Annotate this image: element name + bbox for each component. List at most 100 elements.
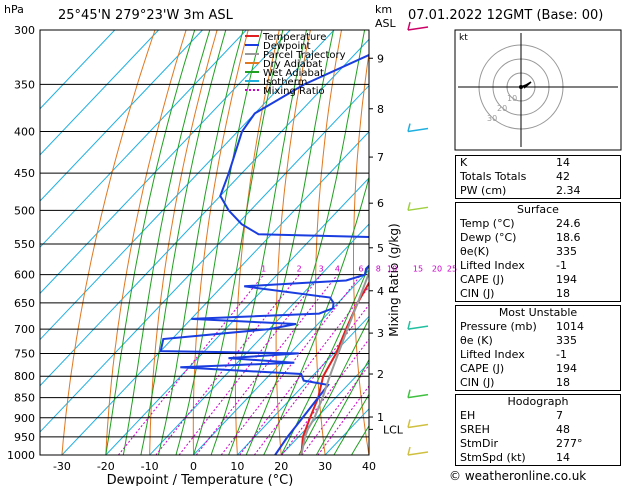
pressure-tick-label: 500 <box>14 204 35 217</box>
isotherm-line <box>40 30 247 248</box>
index-row: CAPE (J) 194 <box>456 273 620 287</box>
legend-label: Temperature <box>262 32 326 43</box>
pressure-tick-label: 300 <box>14 24 35 37</box>
lcl-label: LCL <box>383 423 404 436</box>
index-value: 18 <box>556 287 570 300</box>
index-label: EH <box>460 409 476 422</box>
mixing-ratio-tick-label: 8 <box>376 265 381 274</box>
legend-label: Dewpoint <box>263 41 311 52</box>
index-label: θe (K) <box>460 334 493 347</box>
isotherm-line <box>40 30 116 110</box>
pressure-tick-label: 950 <box>14 431 35 444</box>
index-label: Lifted Index <box>460 259 525 272</box>
temperature-tick-label: -30 <box>53 460 71 473</box>
x-axis-title: Dewpoint / Temperature (°C) <box>107 473 294 486</box>
plot-frame <box>39 29 370 456</box>
index-label: StmDir <box>460 437 499 450</box>
index-label: Lifted Index <box>460 348 525 361</box>
index-value: 194 <box>556 362 577 375</box>
asl-label: ASL <box>375 17 397 30</box>
index-row: EH 7 <box>456 409 620 423</box>
hodograph-ring-label: 20 <box>497 104 507 113</box>
index-row: θe (K) 335 <box>456 334 620 348</box>
km-tick-label: 3 <box>377 327 384 340</box>
index-row: Dewp (°C) 18.6 <box>456 231 620 245</box>
index-value: 7 <box>556 409 563 422</box>
dry-adiabat-line <box>61 30 156 455</box>
pressure-tick-label: 550 <box>14 238 35 251</box>
pressure-tick-label: 900 <box>14 412 35 425</box>
index-value: 48 <box>556 423 570 436</box>
wet-adiabat-line <box>298 317 369 455</box>
index-value: 14 <box>556 156 570 169</box>
wet-adiabat-line <box>157 30 244 455</box>
index-row: CAPE (J) 194 <box>456 362 620 376</box>
index-row: Lifted Index -1 <box>456 259 620 273</box>
mixing-ratio-line <box>195 274 338 455</box>
index-row: StmSpd (kt) 14 <box>456 451 620 465</box>
temperature-tick-label: 40 <box>362 460 376 473</box>
hodograph-trace <box>520 81 532 89</box>
dry-adiabat-line <box>621 30 629 455</box>
wind-barb <box>407 423 429 429</box>
mixing-ratio-line <box>220 274 362 455</box>
index-value: -1 <box>556 348 567 361</box>
index-label: θe(K) <box>460 245 490 258</box>
index-value: 14 <box>556 451 570 464</box>
wet-adiabat-line <box>315 358 369 455</box>
km-tick-label: 6 <box>377 197 384 210</box>
index-label: Dewp (°C) <box>460 231 517 244</box>
index-row: CIN (J) 18 <box>456 376 620 390</box>
index-label: PW (cm) <box>460 184 507 197</box>
mixing-ratio-line <box>239 285 369 455</box>
mixing-ratio-tick-label: 6 <box>358 265 363 274</box>
index-row: StmDir 277° <box>456 437 620 451</box>
index-label: CAPE (J) <box>460 362 505 375</box>
dry-adiabat-line <box>192 30 249 455</box>
legend-label: Isotherm <box>263 77 307 88</box>
index-label: CIN (J) <box>460 376 495 389</box>
indices-box: K 14 Totals Totals 42 PW (cm) 2.34 <box>455 155 621 199</box>
hodograph-box: Hodograph EH 7 SREH 48 StmDir 277° StmSpd (kt)… <box>455 394 621 466</box>
hodograph-unit-label: kt <box>459 33 468 43</box>
wind-barb-flag <box>407 419 411 428</box>
wind-barb-flag <box>407 446 411 456</box>
index-value: 1014 <box>556 320 584 333</box>
hodograph-ring-label: 30 <box>487 114 497 123</box>
pressure-tick-label: 400 <box>14 126 35 139</box>
left-unit-label: hPa <box>4 3 24 16</box>
pressure-tick-label: 700 <box>14 323 35 336</box>
isotherm-line <box>40 30 203 202</box>
index-label: Temp (°C) <box>460 217 515 230</box>
mixing-ratio-axis-title: Mixing Ratio (g/kg) <box>387 223 401 336</box>
most-unstable-title: Most Unstable <box>498 306 578 319</box>
index-row: Pressure (mb) 1014 <box>456 320 620 334</box>
series-parcel-trajectory <box>300 270 369 455</box>
index-row: SREH 48 <box>456 423 620 437</box>
hodograph-title: Hodograph <box>507 395 569 408</box>
index-value: 277° <box>556 437 583 450</box>
index-value: 2.34 <box>556 184 581 197</box>
mixing-ratio-tick-label: 1 <box>261 265 266 274</box>
mixing-ratio-tick-label: 20 <box>432 265 442 274</box>
temperature-tick-label: 30 <box>318 460 332 473</box>
legend-label: Wet Adiabat <box>263 68 324 79</box>
wind-barb <box>407 206 429 212</box>
isotherm-line <box>149 223 369 455</box>
pressure-tick-label: 750 <box>14 347 35 360</box>
wet-adiabat-line <box>140 30 227 455</box>
km-tick-label: 2 <box>377 368 384 381</box>
indices-panel: K 14 Totals Totals 42 PW (cm) 2.34 Surface Te… <box>455 155 621 469</box>
mixing-ratio-tick-label: 10 <box>387 265 397 274</box>
isotherm-line <box>40 30 159 156</box>
legend-label: Mixing Ratio <box>263 86 325 97</box>
km-label: km <box>375 3 392 16</box>
pressure-tick-label: 650 <box>14 297 35 310</box>
location-title: 25°45'N 279°23'W 3m ASL <box>58 8 233 23</box>
index-row: Temp (°C) 24.6 <box>456 217 620 231</box>
mixing-ratio-tick-label: 15 <box>413 265 423 274</box>
hodograph-frame <box>454 29 622 151</box>
index-value: 194 <box>556 273 577 286</box>
km-tick-label: 9 <box>377 52 384 65</box>
